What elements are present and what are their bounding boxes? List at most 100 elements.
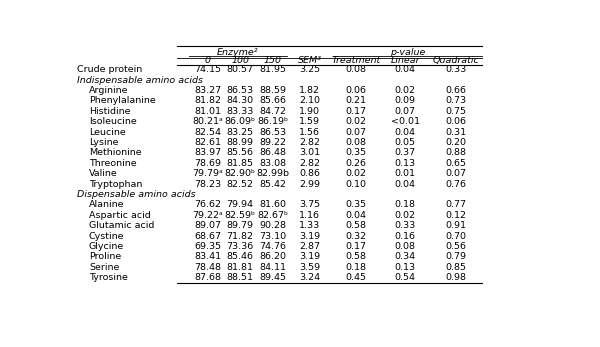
Text: 0: 0	[205, 56, 211, 65]
Text: 0.45: 0.45	[346, 273, 367, 282]
Text: 0.75: 0.75	[446, 107, 467, 116]
Text: 0.33: 0.33	[395, 221, 416, 230]
Text: Glycine: Glycine	[89, 242, 124, 251]
Text: 80.57: 80.57	[227, 65, 254, 74]
Text: 83.97: 83.97	[194, 149, 221, 157]
Text: Alanine: Alanine	[89, 200, 124, 209]
Text: 0.13: 0.13	[395, 159, 416, 168]
Text: 85.42: 85.42	[259, 179, 286, 188]
Text: 1.33: 1.33	[299, 221, 320, 230]
Text: 100: 100	[231, 56, 249, 65]
Text: 90.28: 90.28	[259, 221, 286, 230]
Text: Methionine: Methionine	[89, 149, 142, 157]
Text: 85.66: 85.66	[259, 96, 286, 105]
Text: 0.08: 0.08	[346, 138, 367, 147]
Text: 80.21ᵃ: 80.21ᵃ	[192, 117, 223, 126]
Text: 0.76: 0.76	[446, 179, 467, 188]
Text: 0.34: 0.34	[395, 252, 416, 261]
Text: 2.10: 2.10	[299, 96, 320, 105]
Text: 86.53: 86.53	[227, 86, 254, 95]
Text: 1.82: 1.82	[299, 86, 320, 95]
Text: 83.41: 83.41	[194, 252, 221, 261]
Text: 81.60: 81.60	[259, 200, 286, 209]
Text: 0.18: 0.18	[395, 200, 416, 209]
Text: 0.07: 0.07	[346, 128, 367, 137]
Text: 74.15: 74.15	[194, 65, 221, 74]
Text: 88.51: 88.51	[227, 273, 254, 282]
Text: 3.19: 3.19	[299, 252, 320, 261]
Text: 85.46: 85.46	[227, 252, 254, 261]
Text: Isoleucine: Isoleucine	[89, 117, 137, 126]
Text: 3.01: 3.01	[299, 149, 320, 157]
Text: 150: 150	[263, 56, 281, 65]
Text: Aspartic acid: Aspartic acid	[89, 211, 151, 220]
Text: 0.05: 0.05	[395, 138, 416, 147]
Text: 78.48: 78.48	[194, 263, 221, 272]
Text: 0.02: 0.02	[346, 169, 367, 178]
Text: 0.02: 0.02	[395, 86, 416, 95]
Text: 0.86: 0.86	[299, 169, 320, 178]
Text: 0.06: 0.06	[346, 86, 367, 95]
Text: 86.19ᵇ: 86.19ᵇ	[257, 117, 288, 126]
Text: 0.77: 0.77	[446, 200, 467, 209]
Text: <0.01: <0.01	[391, 117, 419, 126]
Text: 0.13: 0.13	[395, 263, 416, 272]
Text: 0.01: 0.01	[395, 169, 416, 178]
Text: 74.76: 74.76	[259, 242, 286, 251]
Text: 0.16: 0.16	[395, 231, 416, 240]
Text: 78.69: 78.69	[194, 159, 221, 168]
Text: Indispensable amino acids: Indispensable amino acids	[77, 76, 203, 85]
Text: Valine: Valine	[89, 169, 118, 178]
Text: 79.94: 79.94	[227, 200, 254, 209]
Text: 0.73: 0.73	[446, 96, 467, 105]
Text: 82.59ᵇ: 82.59ᵇ	[224, 211, 256, 220]
Text: 0.02: 0.02	[395, 211, 416, 220]
Text: 83.27: 83.27	[194, 86, 221, 95]
Text: 0.17: 0.17	[346, 107, 367, 116]
Text: 81.01: 81.01	[194, 107, 221, 116]
Text: 83.33: 83.33	[226, 107, 254, 116]
Text: 89.22: 89.22	[259, 138, 286, 147]
Text: 3.19: 3.19	[299, 231, 320, 240]
Text: 81.95: 81.95	[259, 65, 286, 74]
Text: 0.88: 0.88	[446, 149, 467, 157]
Text: Treatment: Treatment	[332, 56, 381, 65]
Text: 0.79: 0.79	[446, 252, 467, 261]
Text: Lysine: Lysine	[89, 138, 118, 147]
Text: Glutamic acid: Glutamic acid	[89, 221, 154, 230]
Text: 82.67ᵇ: 82.67ᵇ	[257, 211, 288, 220]
Text: 0.35: 0.35	[346, 200, 367, 209]
Text: 0.85: 0.85	[446, 263, 467, 272]
Text: 0.02: 0.02	[346, 117, 367, 126]
Text: 0.54: 0.54	[395, 273, 416, 282]
Text: 0.12: 0.12	[446, 211, 467, 220]
Text: 2.82: 2.82	[299, 138, 320, 147]
Text: 0.08: 0.08	[346, 65, 367, 74]
Text: 0.31: 0.31	[446, 128, 467, 137]
Text: Tyrosine: Tyrosine	[89, 273, 128, 282]
Text: 86.48: 86.48	[259, 149, 286, 157]
Text: 0.04: 0.04	[395, 179, 416, 188]
Text: 83.08: 83.08	[259, 159, 286, 168]
Text: 3.25: 3.25	[299, 65, 320, 74]
Text: 69.35: 69.35	[194, 242, 221, 251]
Text: 1.59: 1.59	[299, 117, 320, 126]
Text: Quadratic: Quadratic	[433, 56, 479, 65]
Text: 2.82: 2.82	[299, 159, 320, 168]
Text: 0.91: 0.91	[446, 221, 467, 230]
Text: 2.87: 2.87	[299, 242, 320, 251]
Text: 84.30: 84.30	[227, 96, 254, 105]
Text: 84.11: 84.11	[259, 263, 286, 272]
Text: 86.20: 86.20	[259, 252, 286, 261]
Text: 0.21: 0.21	[346, 96, 367, 105]
Text: 82.52: 82.52	[227, 179, 254, 188]
Text: 82.54: 82.54	[194, 128, 221, 137]
Text: 83.25: 83.25	[227, 128, 254, 137]
Text: 0.07: 0.07	[446, 169, 467, 178]
Text: 0.04: 0.04	[346, 211, 367, 220]
Text: 0.33: 0.33	[446, 65, 467, 74]
Text: Cystine: Cystine	[89, 231, 124, 240]
Text: 81.81: 81.81	[227, 263, 254, 272]
Text: 1.90: 1.90	[299, 107, 320, 116]
Text: 82.61: 82.61	[194, 138, 221, 147]
